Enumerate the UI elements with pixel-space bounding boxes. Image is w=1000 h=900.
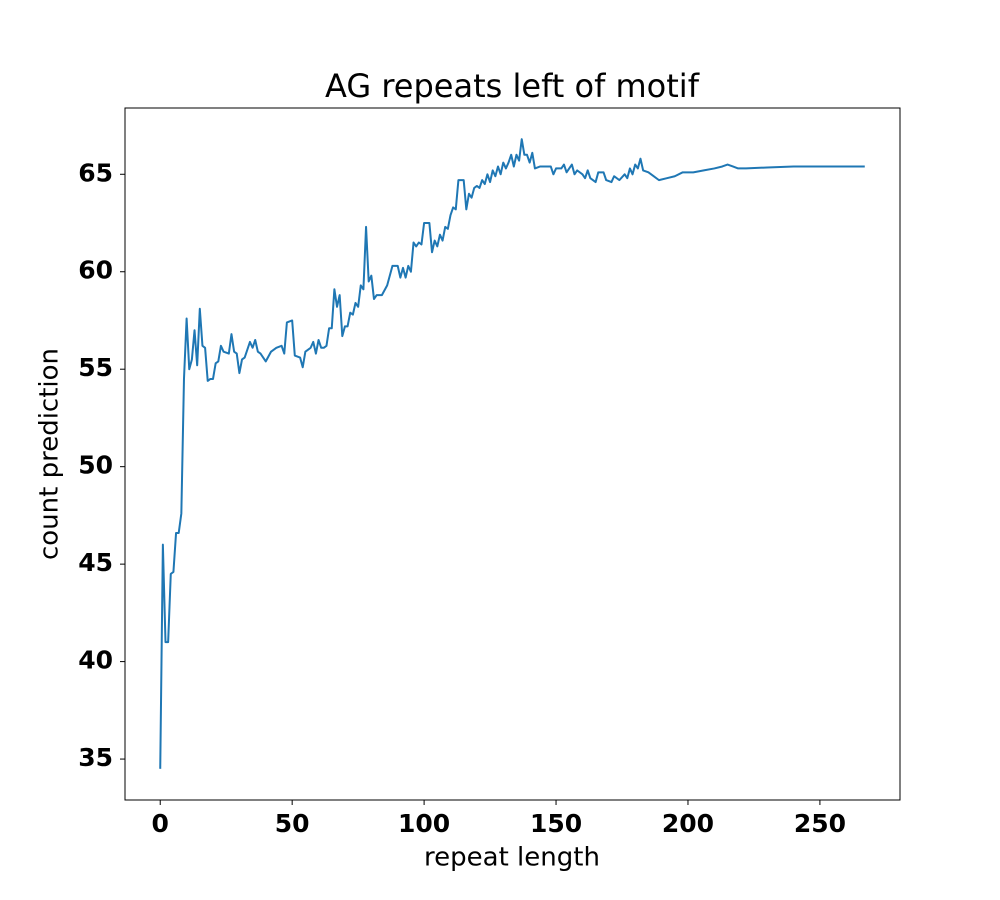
y-tick-label: 40 xyxy=(78,646,113,675)
y-tick-label: 45 xyxy=(78,548,113,577)
y-tick-label: 65 xyxy=(78,158,113,187)
x-axis-label: repeat length xyxy=(424,843,600,873)
x-tick-label: 250 xyxy=(794,809,846,838)
x-tick-label: 150 xyxy=(530,809,582,838)
y-tick-label: 50 xyxy=(78,451,113,480)
x-tick-label: 50 xyxy=(275,809,310,838)
plot-frame xyxy=(124,107,901,801)
x-tick-label: 200 xyxy=(662,809,714,838)
x-tick-label: 100 xyxy=(398,809,450,838)
y-tick-label: 60 xyxy=(78,256,113,285)
data-line xyxy=(159,138,865,769)
y-axis-label: count prediction xyxy=(35,348,65,560)
y-tick-label: 35 xyxy=(78,743,113,772)
y-tick-label: 55 xyxy=(78,353,113,382)
chart-title: AG repeats left of motif xyxy=(325,67,700,105)
x-tick-label: 0 xyxy=(152,809,169,838)
